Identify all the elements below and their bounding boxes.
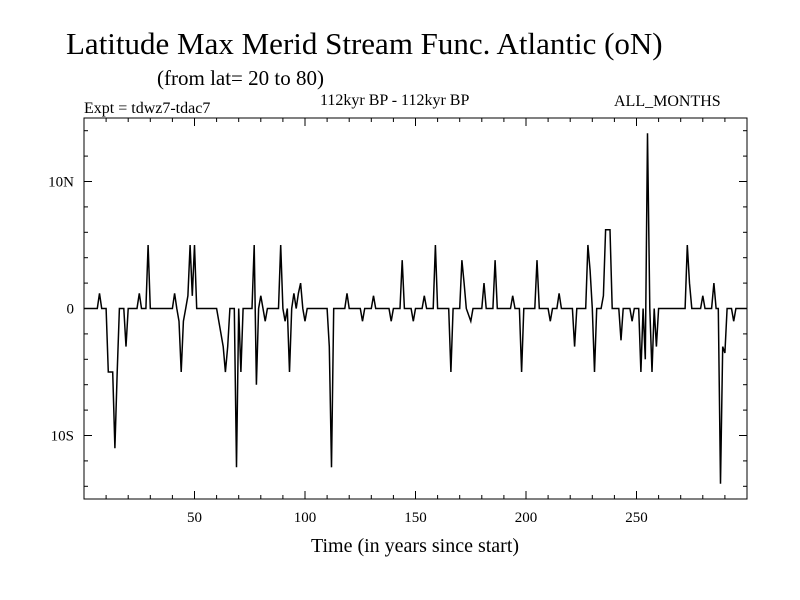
y-tick-label: 10N: [48, 175, 74, 191]
experiment-label: Expt = tdwz7-tdac7: [84, 100, 211, 117]
series-group: [84, 133, 747, 484]
series-line: [84, 133, 747, 484]
y-tick-label: 0: [67, 302, 75, 318]
x-axis-label: Time (in years since start): [311, 535, 519, 557]
axis-ticks: [84, 118, 747, 499]
x-tick-label: 50: [187, 510, 202, 526]
x-tick-label: 200: [515, 510, 538, 526]
chart-title: Latitude Max Merid Stream Func. Atlantic…: [66, 26, 663, 61]
x-tick-label: 150: [404, 510, 427, 526]
x-tick-label: 250: [625, 510, 648, 526]
period-label: 112kyr BP - 112kyr BP: [320, 92, 470, 109]
x-tick-label: 100: [294, 510, 317, 526]
months-label: ALL_MONTHS: [614, 93, 721, 110]
y-tick-label: 10S: [51, 429, 74, 445]
axis-tick-labels: 50 100 150 200 250 10N 0 10S: [48, 175, 648, 527]
chart-subtitle: (from lat= 20 to 80): [157, 66, 324, 90]
